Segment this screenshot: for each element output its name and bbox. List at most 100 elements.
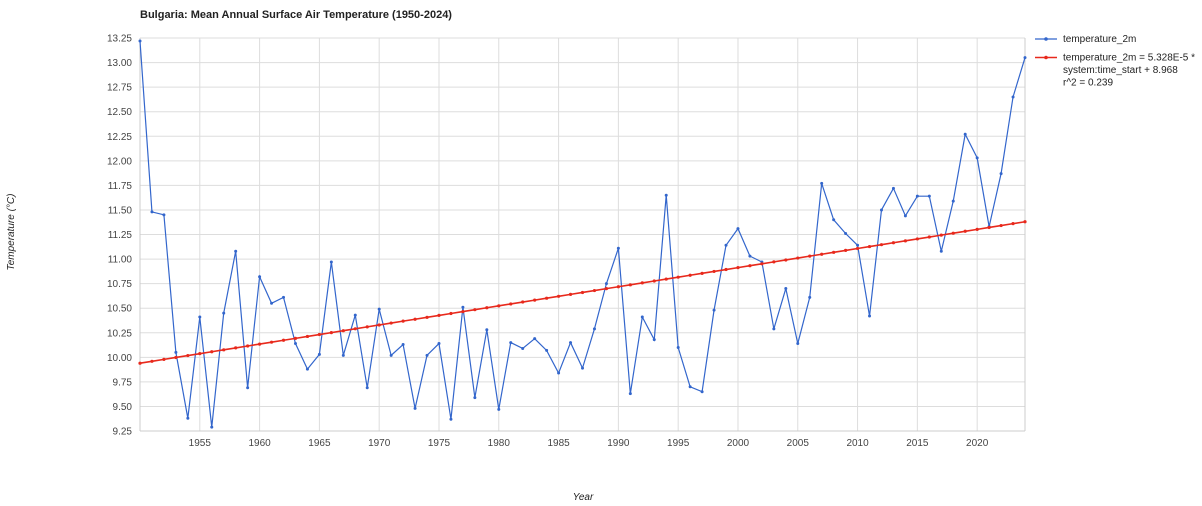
trend-point: [820, 252, 824, 256]
data-point: [377, 307, 381, 311]
y-tick-label: 11.25: [108, 230, 133, 241]
data-point: [640, 315, 644, 319]
data-point: [832, 218, 836, 222]
x-tick-label: 1955: [189, 438, 212, 449]
trend-point: [317, 332, 321, 337]
data-point: [210, 425, 214, 429]
legend-swatch-dot: [1044, 37, 1048, 41]
data-point: [999, 172, 1003, 176]
data-point: [927, 194, 931, 198]
trend-point: [999, 223, 1003, 228]
data-point: [688, 385, 692, 389]
data-point: [425, 353, 429, 357]
data-point: [246, 386, 250, 390]
trend-point: [269, 340, 274, 344]
y-tick-label: 12.75: [107, 83, 132, 94]
trend-point: [796, 256, 800, 260]
trend-point: [700, 271, 704, 275]
trend-point: [413, 317, 417, 321]
data-point: [389, 353, 393, 357]
data-point: [461, 305, 465, 309]
data-point: [509, 341, 513, 345]
y-tick-label: 11.75: [108, 181, 133, 192]
trend-point: [545, 296, 549, 300]
trend-point: [473, 308, 477, 312]
data-point: [664, 193, 668, 197]
data-point: [820, 181, 824, 185]
trend-point: [509, 302, 513, 306]
legend-label: temperature_2m = 5.328E-5 *: [1063, 53, 1195, 64]
data-point: [903, 214, 907, 218]
trend-point: [951, 231, 955, 235]
data-point: [557, 371, 561, 375]
x-tick-label: 1960: [248, 438, 271, 449]
trend-point: [963, 229, 967, 233]
data-point: [844, 232, 848, 236]
y-tick-label: 9.25: [113, 427, 133, 438]
trend-point: [222, 348, 226, 352]
data-point: [401, 343, 405, 347]
trend-point: [772, 260, 776, 264]
series-layer: [138, 39, 1027, 429]
x-tick-label: 2015: [906, 438, 929, 449]
data-point: [449, 417, 453, 421]
data-point: [437, 342, 441, 346]
trend-point: [174, 355, 178, 360]
trend-point: [844, 248, 848, 253]
trend-point: [712, 269, 716, 274]
x-tick-label: 2020: [966, 438, 989, 449]
data-point: [222, 311, 226, 315]
trend-point: [652, 279, 656, 283]
trend-point: [1023, 220, 1027, 224]
data-point: [951, 199, 955, 203]
trend-point: [521, 300, 525, 304]
data-point: [652, 338, 656, 342]
y-tick-label: 9.50: [113, 402, 133, 413]
axes: 9.25 9.50 9.75 10.00 10.25 10.50 10.75 11.00 11.…: [107, 34, 989, 450]
trend-point: [329, 331, 333, 335]
trend-point: [915, 237, 919, 241]
legend: temperature_2m temperature_2m = 5.328E-5 …: [1035, 34, 1195, 89]
y-tick-label: 13.25: [107, 34, 132, 45]
data-point: [616, 246, 620, 250]
trend-point: [604, 287, 609, 291]
data-point: [676, 345, 680, 349]
data-point: [317, 352, 321, 356]
data-point: [700, 390, 704, 394]
trend-point: [832, 250, 836, 254]
trend-point: [485, 306, 489, 310]
trend-point: [748, 264, 752, 268]
x-tick-label: 2005: [787, 438, 810, 449]
y-tick-label: 11.00: [108, 255, 133, 266]
y-tick-label: 10.25: [107, 328, 132, 339]
y-tick-label: 10.75: [107, 279, 132, 290]
trend-point: [724, 267, 728, 272]
trend-point: [592, 288, 597, 293]
trend-point: [305, 334, 310, 339]
trend-point: [138, 361, 142, 365]
data-point: [712, 308, 716, 312]
legend-label: system:time_start + 8.968: [1063, 65, 1178, 76]
data-point: [808, 295, 812, 299]
trend-point: [891, 241, 896, 245]
x-tick-label: 2000: [727, 438, 750, 449]
data-point: [604, 282, 608, 286]
data-point: [413, 406, 417, 410]
trend-point: [784, 258, 788, 262]
x-tick-label: 1980: [488, 438, 511, 449]
legend-swatch-dot: [1044, 55, 1048, 60]
trend-point: [246, 344, 250, 348]
trend-point: [556, 294, 561, 298]
data-point: [521, 346, 525, 350]
data-point: [724, 243, 728, 247]
data-point: [891, 186, 895, 190]
trend-point: [377, 323, 381, 327]
data-point: [473, 396, 477, 400]
y-tick-label: 12.00: [107, 156, 132, 167]
trend-point: [533, 298, 537, 302]
data-point: [963, 132, 967, 136]
trend-point: [903, 239, 908, 243]
trend-point: [879, 243, 884, 247]
data-point: [975, 156, 979, 160]
trend-point: [580, 290, 585, 295]
